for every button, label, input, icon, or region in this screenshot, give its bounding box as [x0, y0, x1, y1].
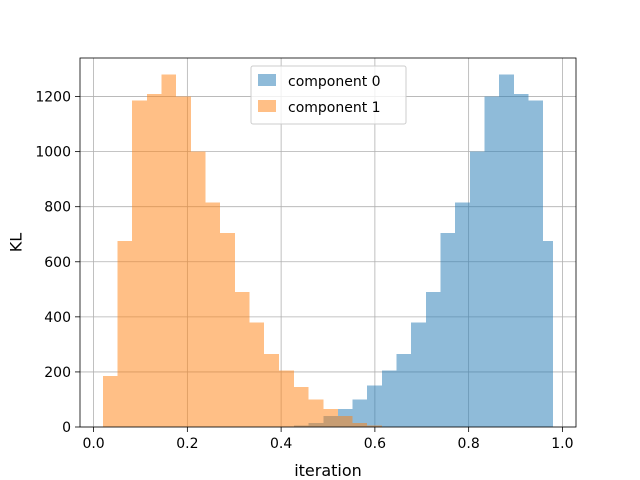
bar-series-1-bin-7 — [205, 202, 221, 427]
legend-label-component-0: component 0 — [288, 74, 381, 90]
bar-series-1-bin-14 — [308, 399, 324, 427]
bar-series-0-bin-17 — [352, 399, 367, 427]
x-tick-label-4: 0.8 — [458, 436, 480, 452]
bar-series-0-bin-24 — [455, 202, 471, 427]
x-axis-label: iteration — [294, 461, 362, 480]
axis-ticks: 0.0 0.2 0.4 0.6 0.8 1.0 0 200 400 600 800 1000 1200 — [35, 90, 573, 452]
histogram-bars — [102, 74, 554, 428]
y-tick-label-6: 1200 — [35, 90, 71, 106]
bar-series-0-bin-21 — [410, 322, 426, 427]
bar-series-1-bin-1 — [117, 241, 133, 427]
legend-box — [250, 65, 407, 125]
bar-series-0-bin-25 — [470, 151, 485, 427]
y-tick-label-0: 0 — [62, 420, 71, 436]
legend-swatch-component-0 — [258, 74, 276, 86]
legend-swatch-component-1 — [258, 100, 276, 112]
bar-series-0-bin-20 — [396, 354, 411, 427]
bar-series-1-bin-12 — [279, 370, 294, 427]
y-axis-label: KL — [7, 233, 26, 252]
bar-series-1-bin-9 — [235, 292, 250, 427]
bar-series-1-bin-10 — [249, 322, 265, 427]
bar-series-1-bin-18 — [366, 425, 382, 427]
y-tick-label-5: 1000 — [35, 145, 71, 161]
bar-series-1-bin-2 — [132, 100, 148, 428]
bar-series-0-bin-26 — [484, 96, 500, 427]
legend: component 0 component 1 — [250, 65, 407, 125]
bar-series-0-bin-23 — [440, 232, 456, 427]
bar-series-0-bin-22 — [425, 292, 441, 427]
bar-series-0-bin-27 — [499, 74, 515, 427]
bar-series-1-bin-11 — [264, 354, 280, 427]
x-tick-label-2: 0.4 — [270, 436, 292, 452]
bar-series-0-bin-18 — [366, 385, 382, 427]
bar-series-1-bin-17 — [352, 422, 367, 427]
bar-series-0-bin-30 — [543, 241, 554, 427]
bar-series-1-bin-4 — [161, 74, 177, 427]
legend-label-component-1: component 1 — [288, 100, 381, 116]
x-tick-label-1: 0.2 — [176, 436, 198, 452]
bar-series-1-bin-3 — [147, 93, 162, 427]
y-tick-label-4: 800 — [44, 200, 71, 216]
x-tick-label-3: 0.6 — [364, 436, 386, 452]
y-tick-label-2: 400 — [44, 310, 71, 326]
bar-series-0-bin-28 — [514, 93, 529, 427]
bar-series-1-bin-0 — [102, 376, 118, 427]
bar-series-1-bin-15 — [323, 409, 338, 427]
y-tick-label-3: 600 — [44, 255, 71, 271]
plot-area-frame — [79, 57, 577, 428]
x-tick-label-5: 1.0 — [551, 436, 573, 452]
bar-series-1-bin-5 — [176, 96, 192, 427]
x-tick-label-0: 0.0 — [82, 436, 104, 452]
bar-series-0-bin-29 — [528, 100, 544, 428]
bar-series-1-bin-16 — [337, 415, 353, 427]
y-tick-label-1: 200 — [44, 365, 71, 381]
bar-series-0-bin-19 — [381, 370, 397, 427]
bar-series-1-bin-13 — [293, 387, 309, 427]
bar-series-1-bin-6 — [191, 151, 206, 427]
bar-series-1-bin-8 — [220, 232, 236, 427]
